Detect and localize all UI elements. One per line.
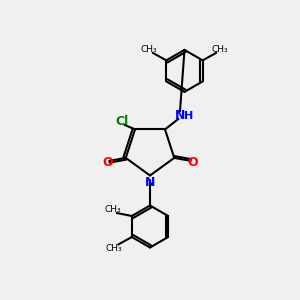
Text: O: O xyxy=(102,156,113,169)
Text: CH₃: CH₃ xyxy=(212,45,228,54)
Text: CH₃: CH₃ xyxy=(141,45,158,54)
Text: CH₃: CH₃ xyxy=(104,206,121,214)
Text: CH₃: CH₃ xyxy=(106,244,122,253)
Text: O: O xyxy=(187,156,198,169)
Text: Cl: Cl xyxy=(115,116,128,128)
Text: H: H xyxy=(184,111,193,121)
Text: N: N xyxy=(145,176,155,189)
Text: N: N xyxy=(175,110,185,122)
